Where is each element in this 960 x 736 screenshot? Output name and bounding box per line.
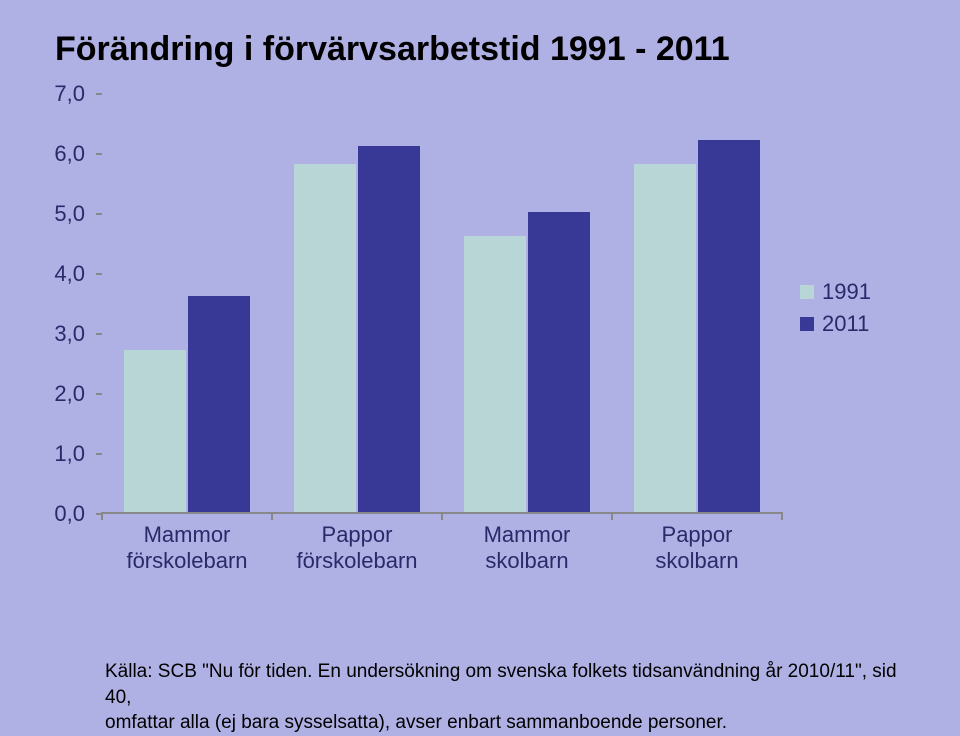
y-tick-mark [96, 453, 102, 455]
y-tick-label: 2,0 [30, 381, 85, 407]
caption: Källa: SCB "Nu för tiden. En undersöknin… [105, 659, 915, 736]
y-tick-mark [96, 153, 102, 155]
chart-title: Förändring i förvärvsarbetstid 1991 - 20… [55, 30, 930, 69]
legend-label: 2011 [822, 311, 869, 337]
x-tick-mark [441, 512, 443, 520]
y-tick-label: 0,0 [30, 501, 85, 527]
y-tick-label: 7,0 [30, 81, 85, 107]
y-tick-label: 4,0 [30, 261, 85, 287]
y-axis: 0,01,02,03,04,05,06,07,0 [30, 94, 90, 514]
y-tick-mark [96, 333, 102, 335]
y-tick-mark [96, 213, 102, 215]
legend-item: 1991 [800, 279, 871, 305]
y-tick-mark [96, 393, 102, 395]
legend: 1991 2011 [800, 279, 871, 343]
bar [698, 140, 760, 512]
bar [294, 164, 356, 512]
bar [124, 350, 186, 512]
x-tick-mark [781, 512, 783, 520]
legend-label: 1991 [822, 279, 871, 305]
bar [528, 212, 590, 512]
x-category-label: Mammorförskolebarn [102, 522, 272, 575]
chart-area: 0,01,02,03,04,05,06,07,0 19912011 Mammor… [30, 94, 930, 594]
x-tick-mark [271, 512, 273, 520]
bar [464, 236, 526, 512]
bar [358, 146, 420, 512]
bar [634, 164, 696, 512]
x-category-label: Mammorskolbarn [442, 522, 612, 575]
y-tick-label: 5,0 [30, 201, 85, 227]
legend-swatch [800, 285, 814, 299]
y-tick-mark [96, 93, 102, 95]
caption-line-2: omfattar alla (ej bara sysselsatta), avs… [105, 712, 727, 733]
legend-swatch [800, 317, 814, 331]
legend-item: 2011 [800, 311, 871, 337]
y-tick-mark [96, 273, 102, 275]
x-tick-mark [101, 512, 103, 520]
x-category-label: Papporskolbarn [612, 522, 782, 575]
x-tick-mark [611, 512, 613, 520]
plot-area [102, 94, 782, 514]
caption-line-1: Källa: SCB "Nu för tiden. En undersöknin… [105, 661, 897, 708]
bar [188, 296, 250, 512]
y-tick-label: 3,0 [30, 321, 85, 347]
x-category-label: Papporförskolebarn [272, 522, 442, 575]
y-tick-label: 6,0 [30, 141, 85, 167]
y-tick-label: 1,0 [30, 441, 85, 467]
